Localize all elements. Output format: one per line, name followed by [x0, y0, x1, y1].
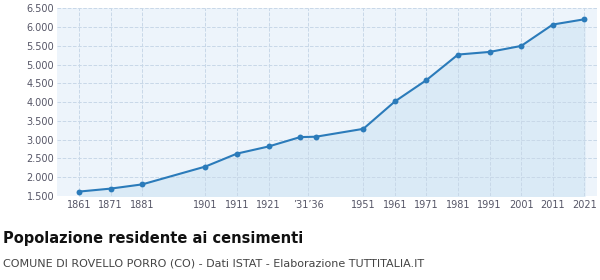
Point — [422, 78, 431, 82]
Point — [390, 99, 400, 104]
Point — [106, 186, 115, 191]
Point — [264, 144, 274, 149]
Point — [311, 134, 321, 139]
Point — [580, 17, 589, 22]
Point — [548, 22, 557, 27]
Point — [485, 50, 494, 54]
Point — [137, 182, 147, 186]
Point — [359, 127, 368, 131]
Point — [517, 44, 526, 48]
Point — [74, 189, 84, 194]
Point — [453, 52, 463, 57]
Text: COMUNE DI ROVELLO PORRO (CO) - Dati ISTAT - Elaborazione TUTTITALIA.IT: COMUNE DI ROVELLO PORRO (CO) - Dati ISTA… — [3, 259, 424, 269]
Point — [232, 151, 242, 156]
Text: Popolazione residente ai censimenti: Popolazione residente ai censimenti — [3, 231, 303, 246]
Point — [200, 164, 210, 169]
Point — [295, 135, 305, 139]
